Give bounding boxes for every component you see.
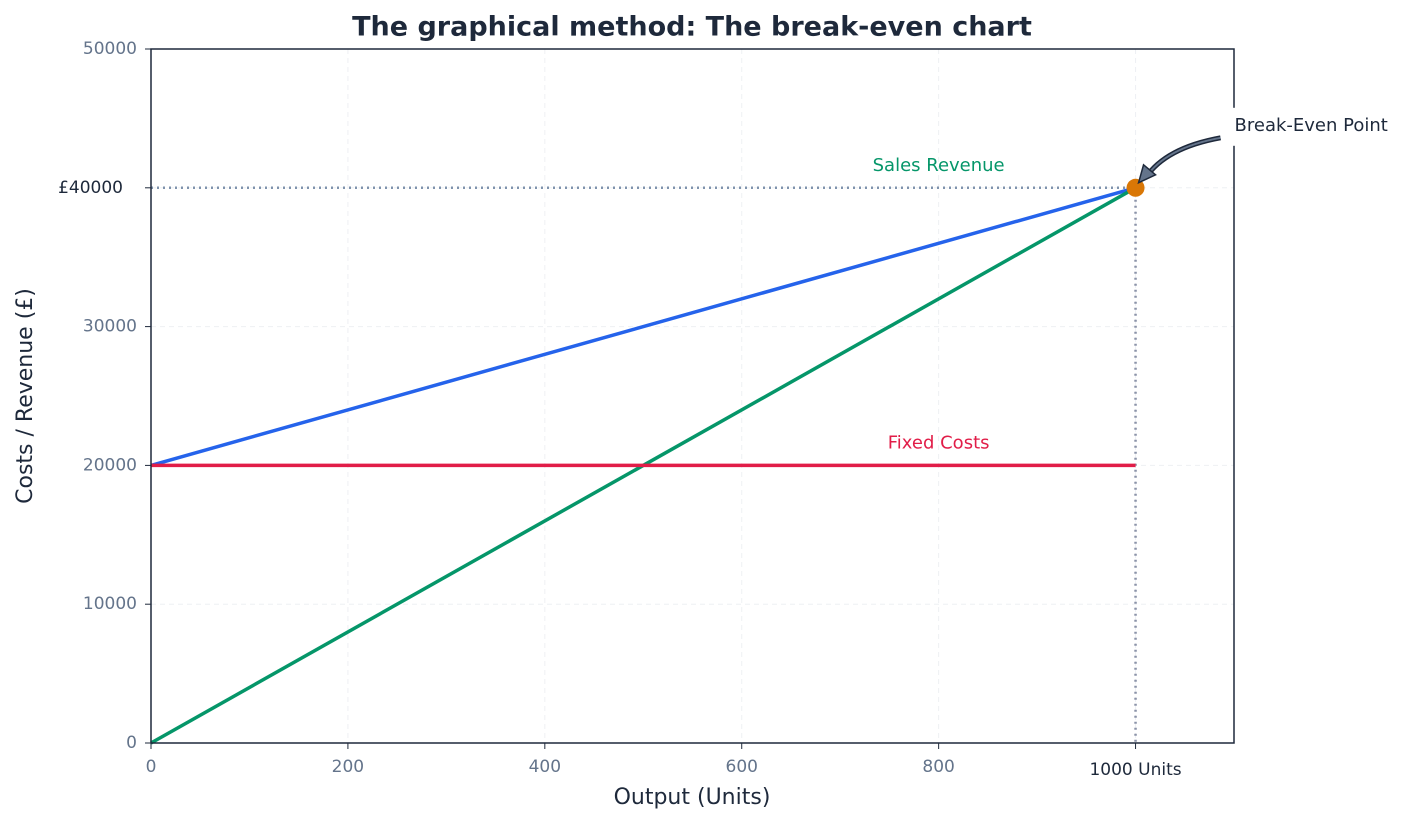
y-tick-label: 30000	[83, 317, 137, 337]
annotation-arrow	[1143, 135, 1221, 180]
x-tick-label: 1000 Units	[1089, 760, 1181, 780]
x-tick-label: 0	[146, 757, 157, 777]
x-tick-label: 400	[529, 757, 561, 777]
annotation-arrow	[1144, 136, 1221, 179]
y-tick-label: 50000	[83, 39, 137, 59]
annotation-box	[1222, 107, 1413, 146]
y-tick-label: £40000	[58, 178, 123, 198]
plot-frame	[150, 48, 1235, 744]
chart-title: The graphical method: The break-even cha…	[352, 12, 1032, 43]
line	[150, 186, 1137, 468]
x-tick-label: 800	[922, 757, 954, 777]
series-label: Sales Revenue	[873, 155, 1005, 176]
break-even-point	[1126, 178, 1145, 197]
y-axis-label: Costs / Revenue (£)	[13, 288, 38, 504]
series-label: Fixed Costs	[888, 432, 990, 453]
annotation-label: Break-Even Point	[1235, 115, 1388, 136]
x-tick-label: 200	[332, 757, 364, 777]
x-axis-label: Output (Units)	[614, 785, 771, 810]
y-tick-label: 20000	[83, 455, 137, 475]
annotation-arrowhead	[1137, 163, 1157, 185]
y-tick-label: 0	[126, 733, 137, 753]
y-tick-label: 10000	[83, 594, 137, 614]
x-tick-label: 600	[726, 757, 758, 777]
